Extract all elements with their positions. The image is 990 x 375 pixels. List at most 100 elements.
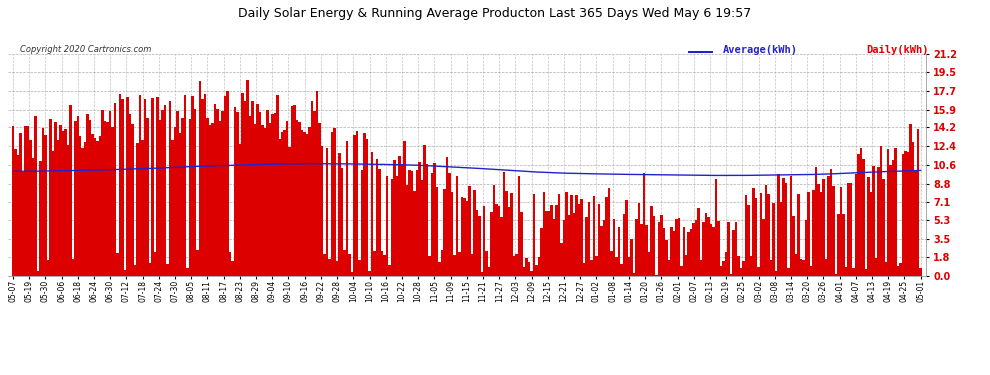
Bar <box>902 153 905 276</box>
Bar <box>334 128 336 276</box>
Bar <box>738 256 740 276</box>
Bar <box>206 117 209 276</box>
Bar <box>316 92 319 276</box>
Bar <box>830 169 833 276</box>
Bar <box>216 109 219 276</box>
Bar <box>293 105 296 276</box>
Bar <box>595 256 598 276</box>
Bar <box>406 186 408 276</box>
Bar <box>703 222 705 276</box>
Bar <box>276 95 278 276</box>
Bar <box>348 255 350 276</box>
Bar <box>204 94 206 276</box>
Bar <box>22 172 24 276</box>
Bar <box>401 164 403 276</box>
Bar <box>283 130 286 276</box>
Bar <box>708 217 710 276</box>
Bar <box>662 228 665 276</box>
Bar <box>785 183 787 276</box>
Bar <box>176 111 179 276</box>
Bar <box>775 271 777 276</box>
Bar <box>521 212 523 276</box>
Bar <box>398 156 401 276</box>
Bar <box>239 144 242 276</box>
Bar <box>508 207 511 276</box>
Bar <box>864 269 867 276</box>
Bar <box>71 259 74 276</box>
Bar <box>665 240 667 276</box>
Bar <box>278 139 281 276</box>
Bar <box>583 262 585 276</box>
Bar <box>820 192 822 276</box>
Bar <box>309 127 311 276</box>
Bar <box>244 101 247 276</box>
Bar <box>326 148 329 276</box>
Bar <box>475 210 478 276</box>
Bar <box>817 184 820 276</box>
Bar <box>705 213 708 276</box>
Bar <box>560 243 562 276</box>
Bar <box>229 252 231 276</box>
Bar <box>777 174 780 276</box>
Bar <box>555 206 557 276</box>
Bar <box>685 255 687 276</box>
Bar <box>874 258 877 276</box>
Bar <box>536 265 538 276</box>
Bar <box>652 216 655 276</box>
Bar <box>184 96 186 276</box>
Bar <box>483 206 485 276</box>
Bar <box>355 130 358 276</box>
Bar <box>436 187 439 276</box>
Bar <box>465 201 468 276</box>
Bar <box>630 238 633 276</box>
Bar <box>757 267 759 276</box>
Bar <box>109 111 112 276</box>
Bar <box>501 217 503 276</box>
Bar <box>27 126 29 276</box>
Bar <box>562 220 565 276</box>
Bar <box>211 123 214 276</box>
Bar <box>835 274 838 276</box>
Bar <box>281 132 283 276</box>
Bar <box>336 261 339 276</box>
Bar <box>598 204 600 276</box>
Bar <box>511 193 513 276</box>
Bar <box>231 261 234 276</box>
Bar <box>610 251 613 276</box>
Bar <box>895 148 897 276</box>
Bar <box>623 214 625 276</box>
Bar <box>470 254 473 276</box>
Bar <box>735 222 738 276</box>
Bar <box>655 274 657 276</box>
Text: Copyright 2020 Cartronics.com: Copyright 2020 Cartronics.com <box>20 45 151 54</box>
Bar <box>258 112 261 276</box>
Bar <box>887 149 889 276</box>
Bar <box>86 114 89 276</box>
Bar <box>889 165 892 276</box>
Bar <box>234 107 236 276</box>
Bar <box>715 179 718 276</box>
Bar <box>628 257 630 276</box>
Bar <box>32 158 34 276</box>
Bar <box>485 251 488 276</box>
Bar <box>271 114 273 276</box>
Bar <box>346 141 348 276</box>
Bar <box>523 267 526 276</box>
Bar <box>194 109 196 276</box>
Bar <box>647 252 650 276</box>
Bar <box>838 214 840 276</box>
Bar <box>24 126 27 276</box>
Bar <box>907 152 910 276</box>
Bar <box>168 100 171 276</box>
Bar <box>51 151 54 276</box>
Bar <box>331 132 334 276</box>
Bar <box>754 198 757 276</box>
Bar <box>884 262 887 276</box>
Bar <box>219 122 221 276</box>
Bar <box>47 260 50 276</box>
Bar <box>54 122 56 276</box>
Bar <box>296 120 298 276</box>
Bar <box>59 125 61 276</box>
Bar <box>66 144 69 276</box>
Bar <box>134 265 137 276</box>
